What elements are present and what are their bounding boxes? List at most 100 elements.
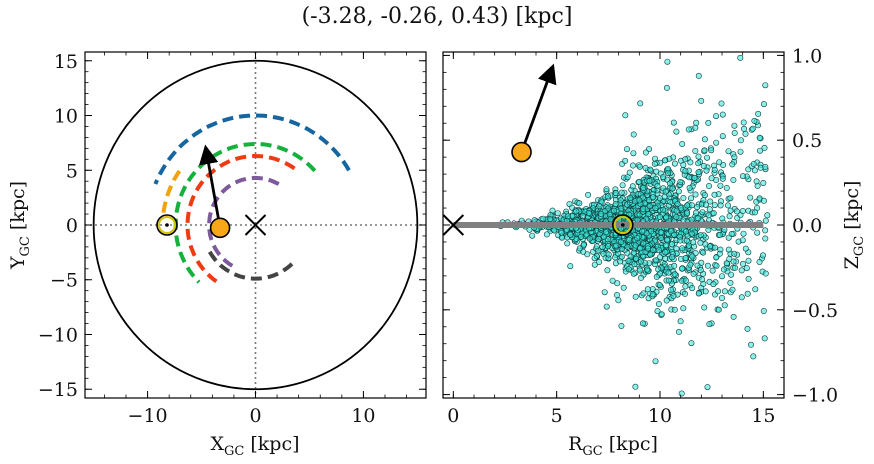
star-point [711,191,718,198]
y-tick-label: 0 [66,215,78,237]
star-point [678,390,685,397]
spiral-arm-1 [153,113,351,185]
left-ticks: −10 0 10 −15 −10 −5 0 5 10 15 [38,51,426,427]
star-point [756,134,763,141]
star-point [708,175,715,182]
star-point [616,258,623,265]
star-point [751,209,758,216]
star-point [702,288,709,295]
star-point [610,207,617,214]
star-point [661,157,668,164]
galactic-center-stroke-2 [443,214,465,236]
y-tick-label: 5 [66,160,78,182]
star-point [694,204,701,211]
star-point [674,201,681,208]
star-point [750,353,757,360]
star-point [706,321,713,328]
star-point [753,178,760,185]
star-point [614,280,621,287]
target-star-marker [209,217,231,239]
star-point [701,136,708,143]
star-point [731,122,738,129]
star-point [649,246,656,253]
right-plot-area [443,54,771,397]
star-point [713,254,720,261]
star-point [718,100,725,107]
star-point [637,100,644,107]
star-point [612,190,619,197]
star-point [639,320,646,327]
star-point [756,147,763,154]
star-point [660,206,667,213]
galactic-center-marker [244,214,267,236]
star-point [564,240,571,247]
sun-inner-ring [613,216,632,234]
star-point [605,251,612,258]
y-tick-label: 15 [54,51,78,73]
right-x-axis-label: RGC [kpc] [568,433,658,459]
star-point [680,162,687,169]
star-point [665,277,672,284]
star-point [596,258,603,265]
star-point [694,262,701,269]
star-point [601,289,608,296]
star-point [543,231,550,238]
star-point [690,239,697,246]
star-point [604,267,611,274]
star-point [671,160,678,167]
star-point [637,274,644,281]
star-point [652,358,659,365]
star-point [731,154,738,161]
star-point [708,147,715,154]
star-point [716,231,723,238]
star-point [646,197,653,204]
star-point [738,294,745,301]
star-point [762,164,769,171]
star-point [677,237,684,244]
star-point [600,233,607,240]
star-point [664,237,671,244]
star-point [618,189,625,196]
star-point [731,264,738,271]
star-point [756,258,763,265]
star-point [667,286,674,293]
star-point [622,112,629,119]
star-point [719,111,726,118]
star-point [675,328,682,335]
star-point [681,290,688,297]
star-point [704,154,711,161]
star-point [719,133,726,140]
star-point [692,209,699,216]
star-point [630,270,637,277]
star-point [636,163,643,170]
sun-center-dot [621,223,625,227]
star-point [762,227,769,234]
y-tick-label: −5 [50,270,78,292]
star-point [717,182,724,189]
star-point [619,182,626,189]
star-point [613,291,620,298]
y-tick-label: 0.5 [792,130,822,152]
star-point [680,195,687,202]
star-point [716,159,723,166]
y-tick-label: −1.0 [792,385,838,407]
star-point [612,201,619,208]
star-point [656,213,663,220]
star-point [644,245,651,252]
star-point [751,117,758,124]
star-point [618,246,625,253]
star-point [709,267,716,274]
star-point [624,243,631,250]
star-point [750,161,757,168]
left-y-axis-label: YGC [kpc] [7,181,33,270]
star-point [682,255,689,262]
star-point [701,147,708,154]
star-point [725,234,732,241]
star-point [668,241,675,248]
star-point [558,229,565,236]
velocity-arrow [198,144,222,229]
star-point [654,183,661,190]
star-point [760,197,767,204]
star-point [573,208,580,215]
figure-title: (-3.28, -0.26, 0.43) [kpc] [301,4,573,29]
